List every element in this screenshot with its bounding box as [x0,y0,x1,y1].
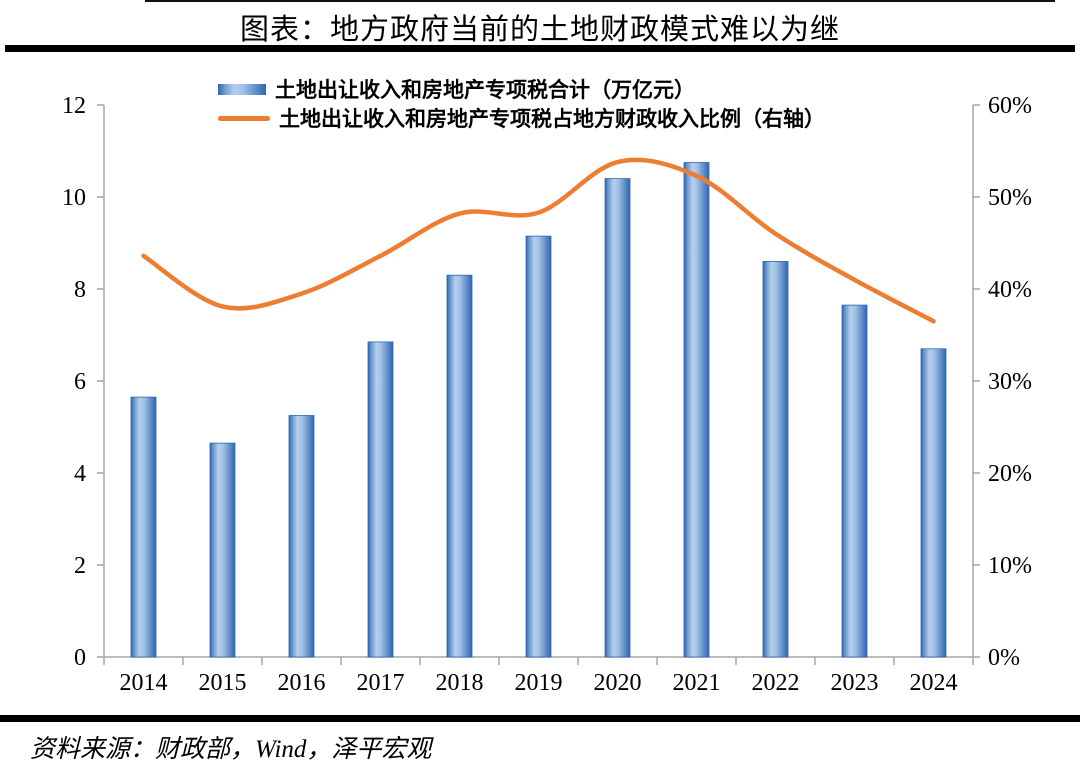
left-axis-tick-label: 0 [74,645,86,671]
right-axis-tick-label: 30% [988,369,1032,395]
line-series-label: 土地出让收入和房地产专项税占地方财政收入比例（右轴） [279,107,825,131]
x-axis-label: 2016 [278,670,326,696]
source-divider-rule [0,715,1080,722]
bar-series-label: 土地出让收入和房地产专项税合计（万亿元） [275,78,695,102]
x-axis-label: 2022 [752,670,800,696]
left-axis-tick-label: 10 [62,185,86,211]
bar-2018 [446,274,473,658]
x-axis-label: 2018 [436,670,484,696]
x-axis-label: 2024 [910,670,958,696]
right-axis-tick-label: 20% [988,461,1032,487]
bar-2017 [367,341,394,658]
bar-2016 [288,415,315,658]
left-axis-tick-label: 4 [74,461,86,487]
legend: 土地出让收入和房地产专项税合计（万亿元） 土地出让收入和房地产专项税占地方财政收… [218,78,825,131]
bar-2015 [209,442,236,658]
left-axis-tick-label: 6 [74,369,86,395]
right-axis-tick-label: 40% [988,277,1032,303]
right-axis-tick-label: 0% [988,645,1020,671]
bar-2022 [762,260,789,658]
left-axis-tick-label: 8 [74,277,86,303]
x-axis-label: 2021 [673,670,721,696]
left-axis-tick-label: 2 [74,553,86,579]
source-line: 资料来源：财政部，Wind，泽平宏观 [30,736,432,763]
chart-title: 图表：地方政府当前的土地财政模式难以为继 [239,14,840,46]
right-axis-tick-label: 50% [988,185,1032,211]
x-axis-label: 2017 [357,670,405,696]
bar-2014 [130,396,157,658]
line-series-swatch [218,115,270,121]
x-axis-label: 2014 [120,670,168,696]
bar-2019 [525,235,552,658]
bar-2024 [920,348,947,658]
title-divider-rule [5,45,1075,52]
top-thin-rule [145,0,1055,2]
bar-2021 [683,162,710,658]
bar-2023 [841,304,868,658]
x-axis-label: 2020 [594,670,642,696]
x-axis-label: 2015 [199,670,247,696]
bar-series-swatch [218,83,266,95]
legend-item-line: 土地出让收入和房地产专项税占地方财政收入比例（右轴） [218,107,825,131]
legend-item-bars: 土地出让收入和房地产专项税合计（万亿元） [218,78,825,102]
right-axis-tick-label: 60% [988,93,1032,119]
x-axis-label: 2023 [831,670,879,696]
bar-2020 [604,178,631,658]
right-axis-tick-label: 10% [988,553,1032,579]
x-axis-label: 2019 [515,670,563,696]
left-axis-tick-label: 12 [62,93,86,119]
ratio-line [141,157,936,324]
